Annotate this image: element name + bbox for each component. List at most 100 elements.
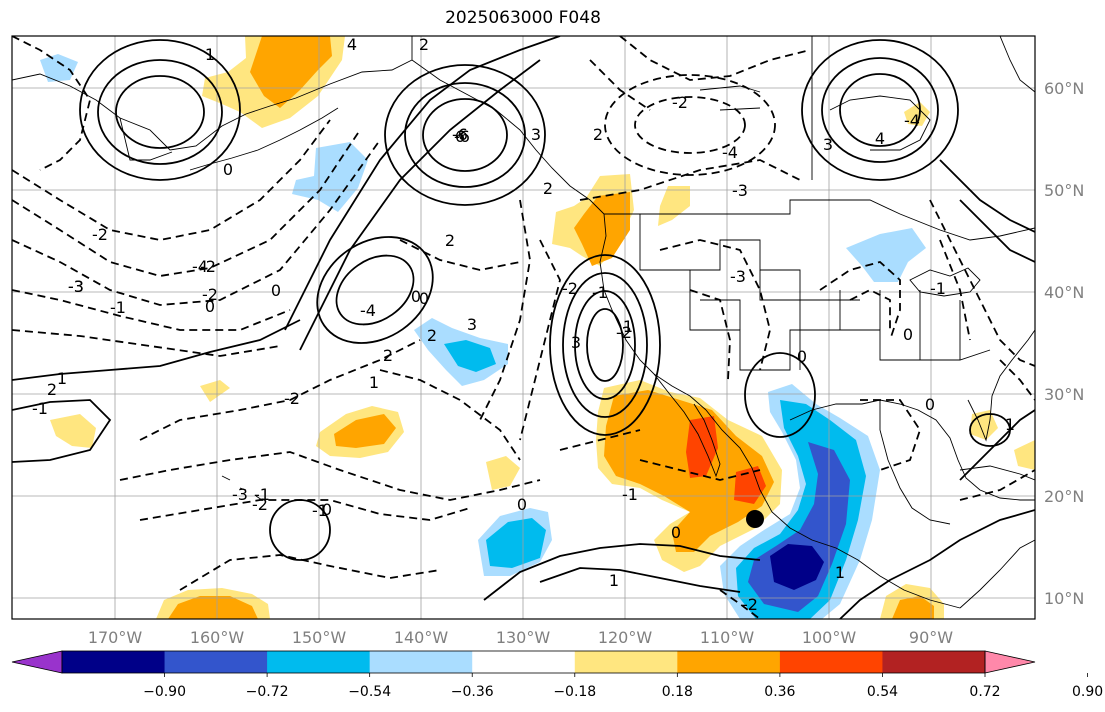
shade-epac-blue	[486, 518, 546, 568]
lat-label-40n: 40°N	[1044, 283, 1084, 302]
contour-label: -2	[742, 595, 758, 614]
colorbar-tick-label: 0.72	[969, 684, 1000, 700]
contour-label: -2	[672, 93, 688, 112]
solid-contours	[12, 36, 1035, 619]
contour-label: 0	[671, 523, 681, 542]
shading-layer	[40, 36, 1035, 619]
storm-center-dot	[746, 510, 764, 528]
colorbar-tick-label: 0.18	[662, 684, 693, 700]
contour-label: 2	[445, 231, 455, 250]
contour-label: 0	[411, 287, 421, 306]
contour-label: 3	[531, 125, 541, 144]
contour-label: -1	[312, 501, 328, 520]
lon-label-100w: 100°W	[802, 628, 857, 647]
colorbar-segment	[472, 651, 576, 673]
lon-label-110w: 110°W	[700, 628, 755, 647]
shade-ca-navy	[770, 544, 824, 590]
contour-label: 3	[467, 315, 477, 334]
shade-sw-orange	[168, 596, 258, 619]
contour-label: 0	[925, 395, 935, 414]
shade-pnw-orange	[574, 192, 630, 266]
contour-label: 2	[593, 125, 603, 144]
contour-label: 0	[271, 281, 281, 300]
shade-carib-yellow	[1014, 440, 1035, 470]
contour-label: 1	[205, 45, 215, 64]
contour-label: 0	[223, 160, 233, 179]
contour-label: -3	[732, 181, 748, 200]
contour-label: 4	[347, 35, 357, 54]
shade-midwest-blue	[846, 228, 926, 282]
colorbar-tick-label: −0.18	[553, 684, 596, 700]
shade-nw-blue	[40, 54, 78, 82]
contour-label: 1	[369, 373, 379, 392]
colorbar-segment	[779, 651, 883, 673]
contour-labels: 4 26 310-2-3-4-12-610-1-2-3-40-2-3-2 -10123…	[32, 35, 1015, 614]
contour-label: 0	[419, 289, 429, 308]
contour-label: 0	[205, 297, 215, 316]
contour-label: 0	[797, 347, 807, 366]
contour-label: -4	[904, 111, 920, 130]
colorbar-extend-high	[984, 650, 1036, 674]
colorbar-segment	[369, 651, 473, 673]
colorbar-tick-label: 0.54	[867, 684, 898, 700]
contour-label: -6	[452, 125, 468, 144]
contour-label: -1	[592, 283, 608, 302]
shade-pacific-orange	[334, 414, 396, 448]
colorbar-tick-label: −0.72	[246, 684, 289, 700]
latitude-axis: 60°N 50°N 40°N 30°N 20°N 10°N	[1044, 79, 1084, 608]
shade-small-yellow-1	[486, 456, 520, 490]
contour-label: -1	[110, 298, 126, 317]
contour-label: -1	[32, 399, 48, 418]
shade-mexico-red-1	[686, 416, 718, 478]
shade-se-orange	[892, 596, 934, 619]
contour-label: 3	[823, 135, 833, 154]
lon-label-130w: 130°W	[496, 628, 551, 647]
colorbar-outline	[61, 650, 986, 674]
lon-label-160w: 160°W	[190, 628, 245, 647]
lat-label-60n: 60°N	[1044, 79, 1084, 98]
contour-label: -4	[722, 143, 738, 162]
lon-label-170w: 170°W	[88, 628, 143, 647]
colorbar-tick-label: 0.90	[1072, 684, 1103, 700]
lat-label-20n: 20°N	[1044, 487, 1084, 506]
contour-label: 3	[571, 333, 581, 352]
contour-label: 6	[455, 127, 465, 146]
lon-label-150w: 150°W	[292, 628, 347, 647]
shade-small-yellow-2	[200, 380, 230, 402]
contour-label: -4	[192, 257, 208, 276]
shade-hudson-yellow	[904, 102, 930, 126]
colorbar-extend-low	[11, 650, 63, 674]
contour-label: 0	[903, 325, 913, 344]
contour-label: 2	[383, 346, 393, 365]
contour-label: 1	[835, 563, 845, 582]
colorbar-tick-label: 0.36	[764, 684, 795, 700]
colorbar-tick-label: −0.54	[348, 684, 391, 700]
contour-label: 1	[609, 571, 619, 590]
contour-label: -3	[68, 277, 84, 296]
contour-label: -6	[454, 127, 470, 146]
shade-idaho-yellow	[658, 186, 690, 226]
colorbar-segment	[62, 651, 166, 673]
contour-label: -4	[360, 301, 376, 320]
contour-label: 1	[1005, 415, 1015, 434]
lon-label-90w: 90°W	[909, 628, 953, 647]
dashed-contours	[12, 36, 1035, 619]
contour-label: -2	[200, 257, 216, 276]
contour-label: 2	[543, 179, 553, 198]
contour-label: -2	[92, 225, 108, 244]
longitude-axis: 170°W 160°W 150°W 140°W 130°W 120°W 110°…	[88, 628, 953, 647]
contour-label: -2	[284, 389, 300, 408]
colorbar-segment	[677, 651, 781, 673]
colorbar-tick-label: −0.90	[143, 684, 186, 700]
contour-label: -1	[622, 485, 638, 504]
colorbar-tick-label: −0.36	[451, 684, 494, 700]
contour-label: -2	[562, 279, 578, 298]
contour-label: 0	[322, 500, 332, 519]
lon-label-140w: 140°W	[394, 628, 449, 647]
lat-label-50n: 50°N	[1044, 181, 1084, 200]
colorbar: −0.90 −0.72 −0.54 −0.36 −0.18 0.18 0.36 0.54 0.7…	[11, 650, 1103, 700]
lat-label-30n: 30°N	[1044, 385, 1084, 404]
contour-label: -1	[254, 485, 270, 504]
contour-label: 2	[47, 380, 57, 399]
